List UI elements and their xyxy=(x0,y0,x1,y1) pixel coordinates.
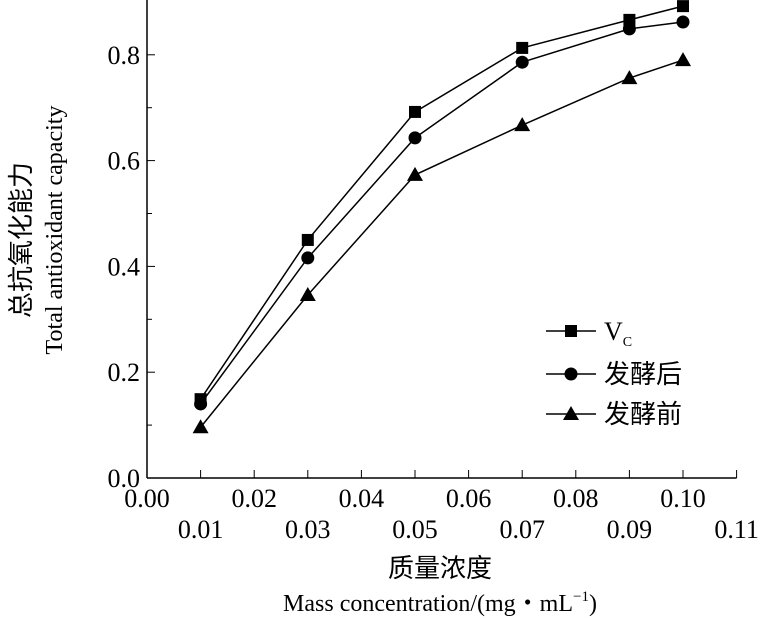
data-point xyxy=(407,166,423,181)
y-axis-label-en: Total antioxidant capacity xyxy=(42,106,68,355)
x-tick-label: 0.07 xyxy=(499,515,545,544)
data-point xyxy=(299,286,316,301)
x-tick-label: 0.05 xyxy=(392,515,438,544)
series-line xyxy=(199,5,684,400)
data-point xyxy=(622,22,636,36)
data-point xyxy=(621,70,638,85)
series-line xyxy=(200,59,684,428)
legend-label: 发酵后 xyxy=(604,360,682,389)
x-tick-label: 0.04 xyxy=(339,484,385,513)
data-point xyxy=(194,397,208,411)
legend-label: 发酵前 xyxy=(604,400,682,429)
legend-item: VC xyxy=(546,317,632,350)
y-tick-label: 0.8 xyxy=(108,41,141,70)
data-point xyxy=(301,251,315,265)
x-tick-label: 0.00 xyxy=(124,484,170,513)
legend-item: 发酵前 xyxy=(546,400,682,429)
legend-marker xyxy=(564,367,578,381)
y-axis-label-cn: 总抗氧化能力 xyxy=(7,162,36,318)
x-tick-label: 0.01 xyxy=(178,515,224,544)
y-tick-label: 0.4 xyxy=(108,252,141,281)
data-point xyxy=(676,15,690,29)
series-triangle xyxy=(192,52,691,434)
x-tick-label: 0.02 xyxy=(231,484,277,513)
legend-marker xyxy=(565,325,577,337)
legend-marker xyxy=(563,406,579,420)
legend-item: 发酵后 xyxy=(546,360,682,389)
x-axis-label-en: Mass concentration/(mg・mL−1) xyxy=(283,589,597,617)
data-point xyxy=(675,52,691,67)
data-point xyxy=(192,419,209,434)
series-group xyxy=(192,0,691,434)
x-tick-label: 0.03 xyxy=(285,515,331,544)
data-point xyxy=(301,233,314,246)
x-tick-label: 0.09 xyxy=(607,515,653,544)
x-axis-label-cn: 质量浓度 xyxy=(388,554,492,583)
x-tick-label: 0.11 xyxy=(714,515,759,544)
series-line xyxy=(199,21,684,405)
data-point xyxy=(515,55,529,69)
series-circle xyxy=(194,15,690,411)
tick-labels: 0.00 0.02 0.04 0.06 0.08 0.10 0.01 0.03 0.05 0.07… xyxy=(108,41,759,544)
data-point xyxy=(677,0,689,13)
y-tick-label: 0.0 xyxy=(108,464,141,493)
x-tick-label: 0.08 xyxy=(553,484,599,513)
data-point xyxy=(514,117,531,132)
x-tick-label: 0.06 xyxy=(446,484,492,513)
y-tick-label: 0.2 xyxy=(108,358,141,387)
legend-label: VC xyxy=(604,317,632,350)
data-point xyxy=(408,131,422,145)
data-point xyxy=(409,105,421,118)
axes xyxy=(146,0,738,479)
y-tick-label: 0.6 xyxy=(108,147,141,176)
series-square xyxy=(194,0,689,406)
data-point xyxy=(623,13,636,26)
x-tick-label: 0.10 xyxy=(660,484,706,513)
data-point xyxy=(516,41,529,54)
